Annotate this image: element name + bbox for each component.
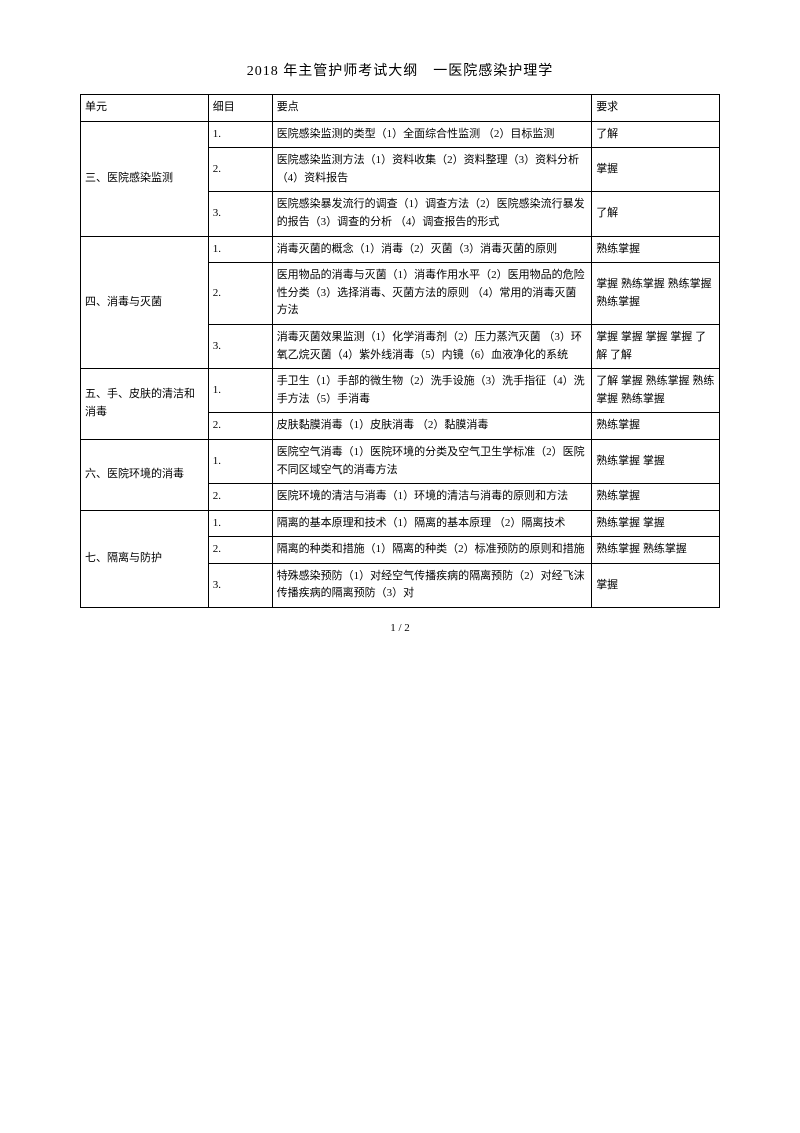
point-cell: 消毒灭菌的概念（1）消毒（2）灭菌（3）消毒灭菌的原则 — [272, 236, 592, 263]
req-cell: 了解 — [592, 192, 720, 236]
point-cell: 消毒灭菌效果监测（1）化学消毒剂（2）压力蒸汽灭菌 （3）环氧乙烷灭菌（4）紫外… — [272, 324, 592, 368]
req-cell: 掌握 — [592, 563, 720, 607]
table-row: 六、医院环境的消毒1.医院空气消毒（1）医院环境的分类及空气卫生学标准（2）医院… — [81, 439, 720, 483]
detail-cell: 2. — [208, 484, 272, 511]
point-cell: 医院感染监测的类型（1）全面综合性监测 （2）目标监测 — [272, 121, 592, 148]
unit-cell: 四、消毒与灭菌 — [81, 236, 209, 369]
detail-cell: 2. — [208, 263, 272, 325]
point-cell: 特殊感染预防（1）对经空气传播疾病的隔离预防（2）对经飞沫传播疾病的隔离预防（3… — [272, 563, 592, 607]
page-title: 2018 年主管护师考试大纲 一医院感染护理学 — [80, 60, 720, 80]
detail-cell: 1. — [208, 236, 272, 263]
table-row: 四、消毒与灭菌1.消毒灭菌的概念（1）消毒（2）灭菌（3）消毒灭菌的原则熟练掌握 — [81, 236, 720, 263]
req-cell: 掌握 熟练掌握 熟练掌握 熟练掌握 — [592, 263, 720, 325]
detail-cell: 3. — [208, 324, 272, 368]
req-cell: 熟练掌握 熟练掌握 — [592, 537, 720, 564]
unit-cell: 五、手、皮肤的清洁和消毒 — [81, 369, 209, 440]
detail-cell: 1. — [208, 121, 272, 148]
unit-cell: 七、隔离与防护 — [81, 510, 209, 607]
detail-cell: 1. — [208, 439, 272, 483]
header-req: 要求 — [592, 95, 720, 122]
detail-cell: 1. — [208, 510, 272, 537]
unit-cell: 六、医院环境的消毒 — [81, 439, 209, 510]
page-number: 1 / 2 — [80, 622, 720, 634]
point-cell: 医院空气消毒（1）医院环境的分类及空气卫生学标准（2）医院不同区域空气的消毒方法 — [272, 439, 592, 483]
header-point: 要点 — [272, 95, 592, 122]
detail-cell: 2. — [208, 537, 272, 564]
table-row: 七、隔离与防护1.隔离的基本原理和技术（1）隔离的基本原理 （2）隔离技术熟练掌… — [81, 510, 720, 537]
detail-cell: 3. — [208, 563, 272, 607]
point-cell: 皮肤黏膜消毒（1）皮肤消毒 （2）黏膜消毒 — [272, 413, 592, 440]
point-cell: 医用物品的消毒与灭菌（1）消毒作用水平（2）医用物品的危险性分类（3）选择消毒、… — [272, 263, 592, 325]
req-cell: 掌握 掌握 掌握 掌握 了解 了解 — [592, 324, 720, 368]
req-cell: 熟练掌握 — [592, 484, 720, 511]
detail-cell: 2. — [208, 148, 272, 192]
point-cell: 隔离的基本原理和技术（1）隔离的基本原理 （2）隔离技术 — [272, 510, 592, 537]
table-row: 五、手、皮肤的清洁和消毒1.手卫生（1）手部的微生物（2）洗手设施（3）洗手指征… — [81, 369, 720, 413]
point-cell: 医院感染暴发流行的调查（1）调查方法（2）医院感染流行暴发的报告（3）调查的分析… — [272, 192, 592, 236]
req-cell: 熟练掌握 — [592, 236, 720, 263]
table-row: 三、医院感染监测1.医院感染监测的类型（1）全面综合性监测 （2）目标监测了解 — [81, 121, 720, 148]
point-cell: 隔离的种类和措施（1）隔离的种类（2）标准预防的原则和措施 — [272, 537, 592, 564]
point-cell: 手卫生（1）手部的微生物（2）洗手设施（3）洗手指征（4）洗手方法（5）手消毒 — [272, 369, 592, 413]
detail-cell: 1. — [208, 369, 272, 413]
syllabus-table: 单元 细目 要点 要求 三、医院感染监测1.医院感染监测的类型（1）全面综合性监… — [80, 94, 720, 608]
req-cell: 熟练掌握 掌握 — [592, 439, 720, 483]
req-cell: 了解 — [592, 121, 720, 148]
header-unit: 单元 — [81, 95, 209, 122]
req-cell: 了解 掌握 熟练掌握 熟练掌握 熟练掌握 — [592, 369, 720, 413]
point-cell: 医院环境的清洁与消毒（1）环境的清洁与消毒的原则和方法 — [272, 484, 592, 511]
detail-cell: 3. — [208, 192, 272, 236]
req-cell: 熟练掌握 掌握 — [592, 510, 720, 537]
table-header-row: 单元 细目 要点 要求 — [81, 95, 720, 122]
req-cell: 掌握 — [592, 148, 720, 192]
detail-cell: 2. — [208, 413, 272, 440]
header-detail: 细目 — [208, 95, 272, 122]
req-cell: 熟练掌握 — [592, 413, 720, 440]
point-cell: 医院感染监测方法（1）资料收集（2）资料整理（3）资料分析（4）资料报告 — [272, 148, 592, 192]
unit-cell: 三、医院感染监测 — [81, 121, 209, 236]
